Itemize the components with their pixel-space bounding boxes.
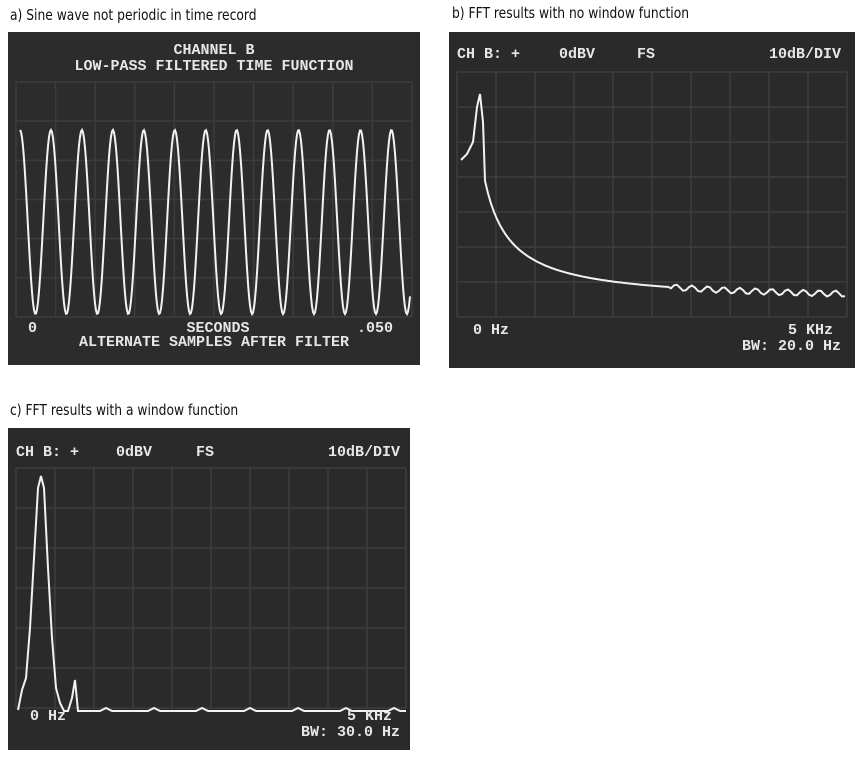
screen-text: 0dBV xyxy=(559,46,595,63)
trace xyxy=(460,93,846,298)
screen-text: 10dB/DIV xyxy=(769,46,841,63)
grid xyxy=(15,81,413,318)
caption: c) FFT results with a window function xyxy=(10,401,239,419)
screen-text: ALTERNATE SAMPLES AFTER FILTER xyxy=(79,334,349,351)
caption: a) Sine wave not periodic in time record xyxy=(10,6,257,24)
screen-text: .050 xyxy=(357,320,393,337)
screen-text: 0 Hz xyxy=(473,322,509,339)
screen-text: FS xyxy=(637,46,655,63)
screen-text: 0 Hz xyxy=(30,708,66,725)
screen-text: 0 xyxy=(28,320,37,337)
screen: CHANNEL B LOW-PASS FILTERED TIME FUNCTIO… xyxy=(8,32,420,365)
screen-text: LOW-PASS FILTERED TIME FUNCTION xyxy=(74,58,353,75)
screen-text: 0dBV xyxy=(116,444,152,461)
caption: b) FFT results with no window function xyxy=(452,4,690,22)
screen: CH B: + 0dBV FS 10dB/DIV 0 Hz 5 KHz BW: … xyxy=(8,428,410,750)
screen-text: FS xyxy=(196,444,214,461)
screen-text: BW: 20.0 Hz xyxy=(742,338,841,355)
screen-text: BW: 30.0 Hz xyxy=(301,724,400,741)
screen-text: CH B: + xyxy=(457,46,520,63)
grid xyxy=(15,467,407,709)
screen-text: CHANNEL B xyxy=(173,42,254,59)
screen-bg xyxy=(8,428,410,750)
screen-text: SECONDS xyxy=(186,320,249,337)
screen: CH B: + 0dBV FS 10dB/DIV 0 Hz 5 KHz BW: … xyxy=(449,32,855,368)
grid xyxy=(456,71,848,318)
screen-text: CH B: + xyxy=(16,444,79,461)
screen-text: 5 KHz xyxy=(788,322,833,339)
trace xyxy=(19,127,411,317)
screen-text: 5 KHz xyxy=(347,708,392,725)
screen-text: 10dB/DIV xyxy=(328,444,400,461)
trace xyxy=(17,475,406,712)
